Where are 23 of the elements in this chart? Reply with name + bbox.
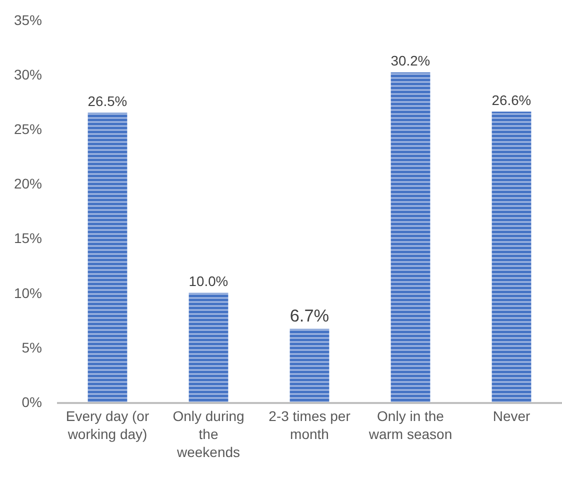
y-tick-label: 15% <box>14 230 42 246</box>
x-tick-label: Never <box>492 408 531 424</box>
data-label: 26.6% <box>492 92 532 108</box>
y-tick-label: 35% <box>14 12 42 28</box>
y-tick-label: 20% <box>14 176 42 192</box>
bar <box>88 112 128 402</box>
x-tick-label: Every day (or working day) <box>66 408 150 442</box>
bar <box>290 328 330 402</box>
bar <box>390 72 430 402</box>
y-tick-label: 30% <box>14 66 42 82</box>
bar <box>188 292 228 402</box>
y-tick-label: 25% <box>14 121 42 138</box>
data-label: 10.0% <box>188 273 228 290</box>
x-tick-label: 2-3 times per month <box>268 408 351 442</box>
data-label: 26.5% <box>88 93 128 110</box>
y-tick-label: 10% <box>14 284 42 301</box>
data-label: 6.7% <box>290 305 330 326</box>
y-tick-label: 0% <box>22 394 42 410</box>
data-label: 30.2% <box>390 52 430 69</box>
x-tick-label: Only during the weekends <box>172 408 244 460</box>
x-tick-label: Only in the warm season <box>368 408 452 442</box>
bar <box>492 112 532 402</box>
y-tick-label: 5% <box>22 339 42 356</box>
